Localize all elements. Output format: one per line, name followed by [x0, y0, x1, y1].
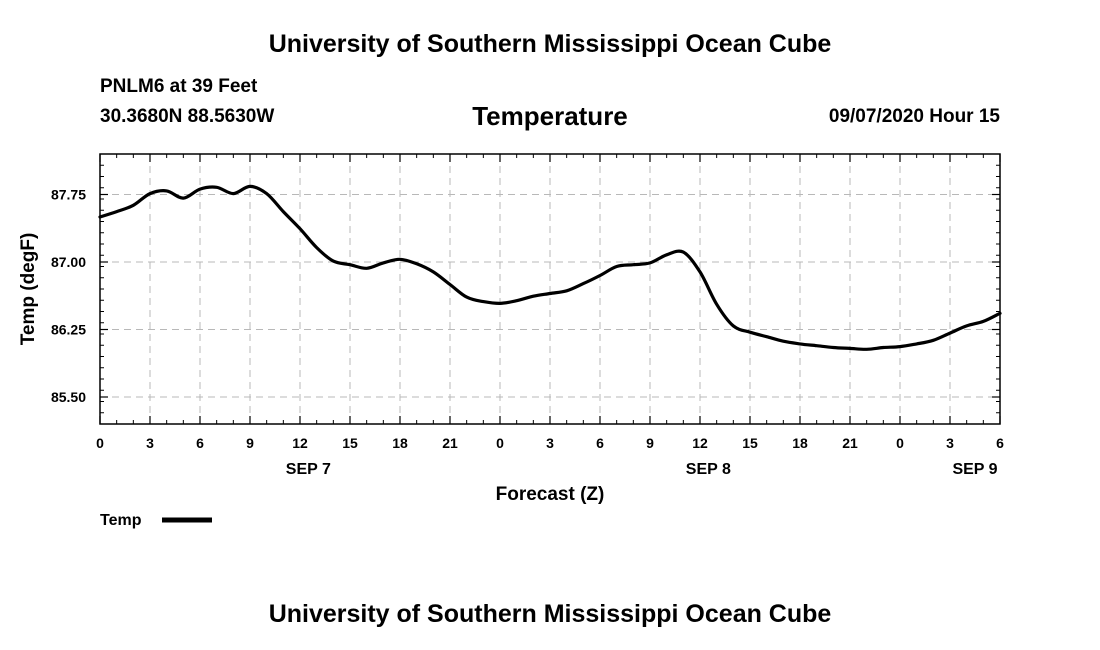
- timestamp-label: 09/07/2020 Hour 15: [828, 106, 1000, 127]
- legend: Temp: [100, 512, 212, 529]
- x-tick-label: 15: [742, 435, 758, 451]
- coordinates-label: 30.3680N 88.5630W: [100, 106, 275, 127]
- x-tick-label: 18: [392, 435, 408, 451]
- date-label: SEP 9: [952, 461, 997, 478]
- series-line-temp: [98, 184, 1002, 351]
- chart-title: Temperature: [472, 101, 628, 131]
- x-tick-label: 6: [996, 435, 1004, 451]
- grid-lines: [100, 154, 1000, 424]
- y-axis-title: Temp (degF): [18, 233, 39, 346]
- series-layer: [98, 184, 1002, 351]
- x-tick-label: 3: [946, 435, 954, 451]
- y-tick-label: 87.75: [51, 187, 86, 203]
- x-tick-label: 15: [342, 435, 358, 451]
- x-tick-label: 12: [292, 435, 308, 451]
- footer-title: University of Southern Mississippi Ocean…: [268, 600, 832, 628]
- y-tick-label: 85.50: [51, 389, 86, 405]
- x-tick-label: 3: [146, 435, 154, 451]
- x-axis-title: Forecast (Z): [496, 484, 605, 505]
- date-label: SEP 7: [286, 461, 331, 478]
- x-tick-label: 12: [692, 435, 708, 451]
- x-tick-label: 3: [546, 435, 554, 451]
- x-tick-label: 21: [442, 435, 458, 451]
- x-tick-label: 6: [196, 435, 204, 451]
- x-tick-label: 6: [596, 435, 604, 451]
- x-tick-label: 0: [496, 435, 504, 451]
- x-tick-label: 9: [246, 435, 254, 451]
- date-label: SEP 8: [686, 461, 731, 478]
- x-tick-label: 0: [896, 435, 904, 451]
- y-tick-label: 87.00: [51, 254, 86, 270]
- station-label: PNLM6 at 39 Feet: [100, 76, 258, 97]
- x-tick-label: 18: [792, 435, 808, 451]
- y-tick-label: 86.25: [51, 322, 86, 338]
- axis-labels: 0 3 6 9 12 15 18 21 0 3 6 9 12 15 18 21 0 3 6 SEP 7 SEP 8 SEP…: [51, 187, 1004, 479]
- legend-label: Temp: [100, 512, 142, 529]
- x-tick-label: 21: [842, 435, 858, 451]
- axis-ticks: [99, 153, 1001, 425]
- x-tick-label: 0: [96, 435, 104, 451]
- x-tick-label: 9: [646, 435, 654, 451]
- report-title: University of Southern Mississippi Ocean…: [268, 30, 832, 58]
